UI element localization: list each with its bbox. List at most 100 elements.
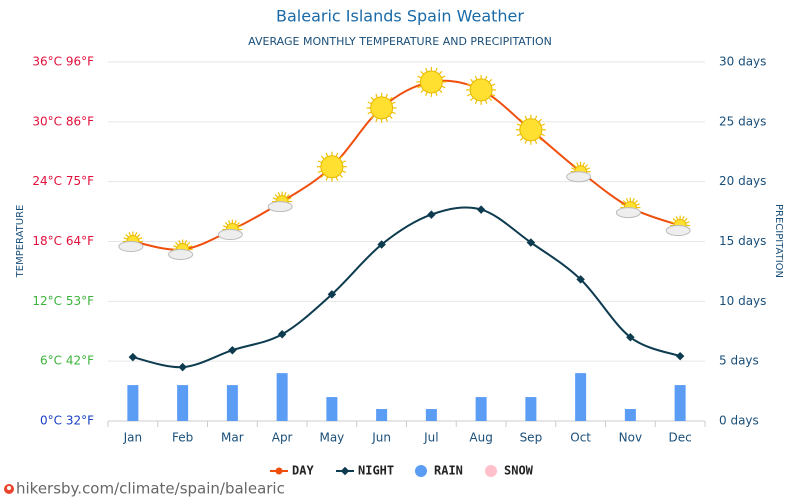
- sun-ray: [320, 155, 325, 160]
- x-tick-label: Nov: [619, 431, 642, 445]
- sun-ray: [484, 75, 488, 80]
- sun-ray: [625, 198, 629, 203]
- weather-icon: [168, 239, 194, 260]
- rain-bar: [326, 397, 338, 421]
- rain-bar: [525, 397, 537, 421]
- sun-ray: [516, 123, 521, 127]
- line-day: [132, 79, 681, 251]
- sun-ray: [274, 194, 279, 198]
- sun-ray: [317, 170, 322, 174]
- source-link[interactable]: hikersby.com/climate/spain/balearic: [16, 480, 285, 498]
- weather-icon: [217, 219, 243, 241]
- legend-label: DAY: [292, 464, 314, 478]
- sun-ray: [123, 237, 128, 240]
- sun-ray: [184, 240, 188, 245]
- sun-ray: [622, 200, 627, 204]
- night-marker: [377, 240, 386, 249]
- rain-bar: [226, 385, 238, 421]
- legend-label: NIGHT: [358, 464, 394, 478]
- cloud: [665, 225, 691, 237]
- sun-ray: [519, 118, 524, 123]
- rain-bar: [475, 397, 487, 421]
- sun-ray: [425, 67, 428, 73]
- night-marker: [427, 210, 436, 219]
- sun-ray: [420, 70, 425, 75]
- night-marker: [178, 362, 187, 372]
- x-tick-label: Dec: [669, 431, 692, 445]
- rain-bar: [575, 373, 587, 421]
- sun-ray: [388, 115, 393, 119]
- legend-marker: [275, 467, 283, 475]
- sun: [469, 78, 493, 102]
- sun-ray: [385, 93, 388, 98]
- y-tick-label: 30°C 86°F: [32, 114, 94, 128]
- legend-label: SNOW: [504, 464, 534, 478]
- sun-ray: [516, 133, 521, 137]
- sun-ray: [470, 78, 474, 83]
- sun-ray: [234, 220, 237, 225]
- sun-ray: [519, 137, 524, 141]
- y-tick-label: 12°C 53°F: [32, 294, 94, 308]
- sun-ray: [341, 170, 346, 174]
- y-axis-title: TEMPERATURE: [15, 205, 26, 279]
- sun-ray: [685, 221, 690, 224]
- rain-bar: [425, 409, 437, 421]
- sun-ray: [287, 197, 292, 200]
- sun-ray: [576, 162, 579, 167]
- sun-ray: [227, 220, 231, 225]
- sun-ray: [474, 99, 478, 105]
- sun-ray: [222, 225, 228, 228]
- sun-ray: [175, 241, 179, 246]
- sun-ray: [474, 75, 478, 80]
- sun-ray: [540, 123, 545, 127]
- sun-ray: [134, 232, 138, 237]
- y2-tick-label: 15 days: [719, 234, 766, 248]
- y-tick-label: 36°C 96°F: [32, 55, 94, 69]
- sun-ray: [375, 117, 378, 122]
- sun-ray: [417, 75, 422, 79]
- cloud: [217, 229, 243, 241]
- sun-ray: [438, 89, 443, 93]
- sun-ray: [420, 89, 425, 93]
- sun-ray: [224, 222, 229, 226]
- sun-ray: [178, 240, 181, 245]
- sun-ray: [438, 70, 443, 75]
- sun-ray: [534, 115, 538, 120]
- x-tick-label: Jul: [423, 431, 438, 445]
- night-marker: [476, 205, 486, 214]
- legend-marker: [340, 466, 350, 476]
- y2-tick-label: 5 days: [719, 354, 759, 368]
- y2-tick-label: 0 days: [719, 414, 759, 428]
- weather-icon: [366, 92, 397, 123]
- rain-bar: [376, 409, 388, 421]
- x-tick-label: Jan: [123, 431, 143, 445]
- sun-ray: [683, 218, 688, 222]
- sun-ray: [470, 97, 474, 101]
- rain-bar: [276, 373, 288, 421]
- sun-ray: [584, 164, 589, 168]
- sun-ray: [339, 174, 343, 178]
- x-tick-label: Mar: [221, 431, 244, 445]
- weather-icon: [118, 231, 144, 252]
- sun-ray: [317, 160, 322, 164]
- y-tick-label: 0°C 32°F: [40, 414, 94, 428]
- sun-ray: [632, 198, 635, 203]
- sun-ray: [272, 197, 277, 200]
- sun-ray: [128, 232, 132, 237]
- sun-ray: [681, 216, 685, 221]
- sun-ray: [435, 67, 438, 73]
- sun-ray: [186, 241, 191, 246]
- sun-ray: [538, 118, 542, 123]
- sun-ray: [675, 216, 679, 221]
- x-tick-label: Apr: [272, 431, 293, 445]
- sun-ray: [425, 91, 428, 97]
- weather-icon: [615, 197, 641, 219]
- sun-ray: [571, 167, 576, 170]
- weather-icon: [515, 114, 546, 145]
- sun-ray: [388, 96, 393, 101]
- weather-icon: [466, 74, 497, 105]
- sun-ray: [325, 152, 329, 157]
- cloud: [566, 171, 592, 183]
- night-marker: [277, 329, 287, 339]
